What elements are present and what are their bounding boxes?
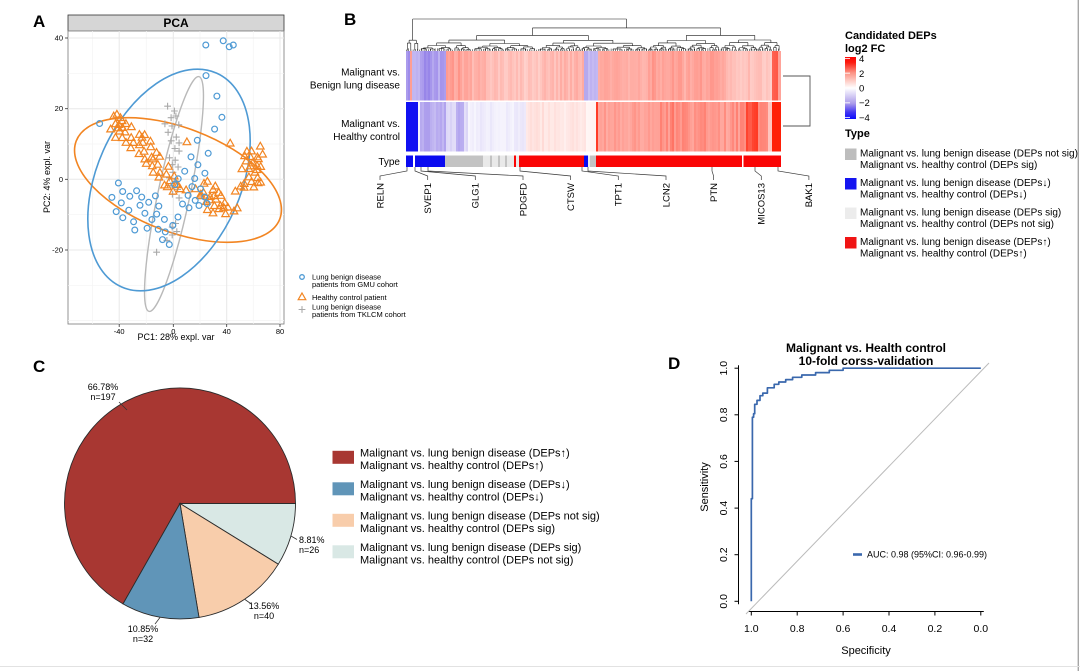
svg-text:Malignant vs. healthy control: Malignant vs. healthy control (DEPs↑) [360,460,543,472]
svg-text:Specificity: Specificity [841,645,891,657]
svg-text:n=197: n=197 [90,392,115,402]
svg-text:2: 2 [859,69,864,80]
svg-text:40: 40 [55,34,63,43]
svg-text:PCA: PCA [163,16,189,30]
svg-text:Malignant vs. lung benign dise: Malignant vs. lung benign disease (DEPs↑… [860,237,1051,248]
svg-text:Malignant vs. lung benign dise: Malignant vs. lung benign disease (DEPs↓… [360,479,570,491]
svg-text:1.0: 1.0 [744,623,759,635]
svg-text:20: 20 [55,104,63,113]
svg-text:Candidated DEPs: Candidated DEPs [845,30,937,42]
svg-text:PC1: 28% expl. var: PC1: 28% expl. var [137,332,214,342]
svg-text:13.56%: 13.56% [249,601,280,611]
svg-text:Type: Type [845,128,870,140]
svg-text:0.4: 0.4 [718,501,730,516]
svg-text:A: A [33,12,45,31]
svg-text:-20: -20 [52,246,63,255]
svg-text:GLG1: GLG1 [471,183,482,208]
svg-text:Malignant vs. healthy control: Malignant vs. healthy control (DEPs↑) [860,249,1027,260]
svg-text:Malignant vs. healthy control: Malignant vs. healthy control (DEPs not … [860,219,1054,230]
svg-text:0.8: 0.8 [790,623,805,635]
svg-text:0.2: 0.2 [718,547,730,562]
svg-text:Lung benign disease: Lung benign disease [312,303,381,312]
svg-text:D: D [668,354,680,373]
svg-text:n=26: n=26 [299,545,319,555]
svg-text:PC2: 4% expl. var: PC2: 4% expl. var [42,141,52,213]
svg-text:Malignant vs. healthy control: Malignant vs. healthy control (DEPs↓) [360,491,543,503]
svg-text:Sensitivity: Sensitivity [699,462,711,512]
svg-text:0: 0 [59,175,63,184]
svg-text:Healthy control patient: Healthy control patient [312,293,388,302]
svg-text:CTSW: CTSW [566,183,577,211]
svg-text:Healthy control: Healthy control [333,132,400,143]
svg-text:Benign lung disease: Benign lung disease [310,81,401,92]
svg-text:PDGFD: PDGFD [518,183,529,216]
svg-text:0.0: 0.0 [718,594,730,609]
svg-text:1.0: 1.0 [718,361,730,376]
svg-text:0: 0 [171,327,175,336]
svg-text:Malignant vs.: Malignant vs. [341,119,400,130]
svg-text:log2 FC: log2 FC [845,43,885,55]
svg-text:patients from GMU cohort: patients from GMU cohort [312,280,399,289]
svg-text:C: C [33,357,45,376]
svg-text:-40: -40 [114,327,125,336]
svg-text:Malignant vs. lung benign dise: Malignant vs. lung benign disease (DEPs … [360,511,600,523]
svg-text:Malignant vs. lung benign dise: Malignant vs. lung benign disease (DEPs … [360,542,581,554]
svg-text:LCN2: LCN2 [661,183,672,207]
svg-text:PTN: PTN [709,183,720,202]
svg-text:Malignant vs. lung benign dise: Malignant vs. lung benign disease (DEPs↑… [360,448,570,460]
svg-text:TPT1: TPT1 [614,183,625,206]
svg-text:Type: Type [378,157,400,168]
svg-text:0.6: 0.6 [836,623,851,635]
svg-text:10-fold corss-validation: 10-fold corss-validation [799,354,934,368]
svg-text:AUC: 0.98 (95%CI: 0.96-0.99): AUC: 0.98 (95%CI: 0.96-0.99) [867,550,987,560]
svg-text:0.8: 0.8 [718,407,730,422]
svg-text:BAK1: BAK1 [804,183,815,207]
svg-text:0.4: 0.4 [882,623,897,635]
svg-text:4: 4 [859,54,864,65]
svg-text:Malignant vs. healthy control: Malignant vs. healthy control (DEPs sig) [360,523,555,535]
svg-text:RELN: RELN [375,183,386,208]
svg-text:Malignant vs.: Malignant vs. [341,68,400,79]
svg-text:Malignant vs. healthy control: Malignant vs. healthy control (DEPs not … [360,554,573,566]
svg-text:66.78%: 66.78% [88,382,119,392]
svg-text:0.0: 0.0 [973,623,988,635]
svg-text:Malignant vs. lung benign dise: Malignant vs. lung benign disease (DEPs … [860,149,1078,160]
svg-text:40: 40 [223,327,231,336]
svg-text:B: B [344,10,356,29]
svg-text:10.85%: 10.85% [128,624,159,634]
svg-text:SVEP1: SVEP1 [423,183,434,214]
svg-text:Malignant vs. healthy control: Malignant vs. healthy control (DEPs↓) [860,190,1027,201]
svg-text:MICOS13: MICOS13 [757,183,768,225]
svg-text:−4: −4 [859,113,870,124]
svg-text:0: 0 [859,84,864,95]
svg-text:Lung benign disease: Lung benign disease [312,273,381,282]
svg-text:8.81%: 8.81% [299,535,325,545]
svg-text:0.2: 0.2 [928,623,943,635]
svg-text:80: 80 [276,327,284,336]
svg-text:0.6: 0.6 [718,454,730,469]
svg-text:Malignant vs. lung benign dise: Malignant vs. lung benign disease (DEPs … [860,208,1061,219]
svg-text:n=40: n=40 [254,611,274,621]
svg-text:n=32: n=32 [133,634,153,644]
svg-text:Malignant vs. Health control: Malignant vs. Health control [786,341,946,355]
svg-text:Malignant vs. healthy control: Malignant vs. healthy control (DEPs sig) [860,160,1037,171]
svg-text:Malignant vs. lung benign dise: Malignant vs. lung benign disease (DEPs↓… [860,178,1051,189]
svg-text:−2: −2 [859,98,870,109]
svg-text:patients from TKLCM cohort: patients from TKLCM cohort [312,310,407,319]
